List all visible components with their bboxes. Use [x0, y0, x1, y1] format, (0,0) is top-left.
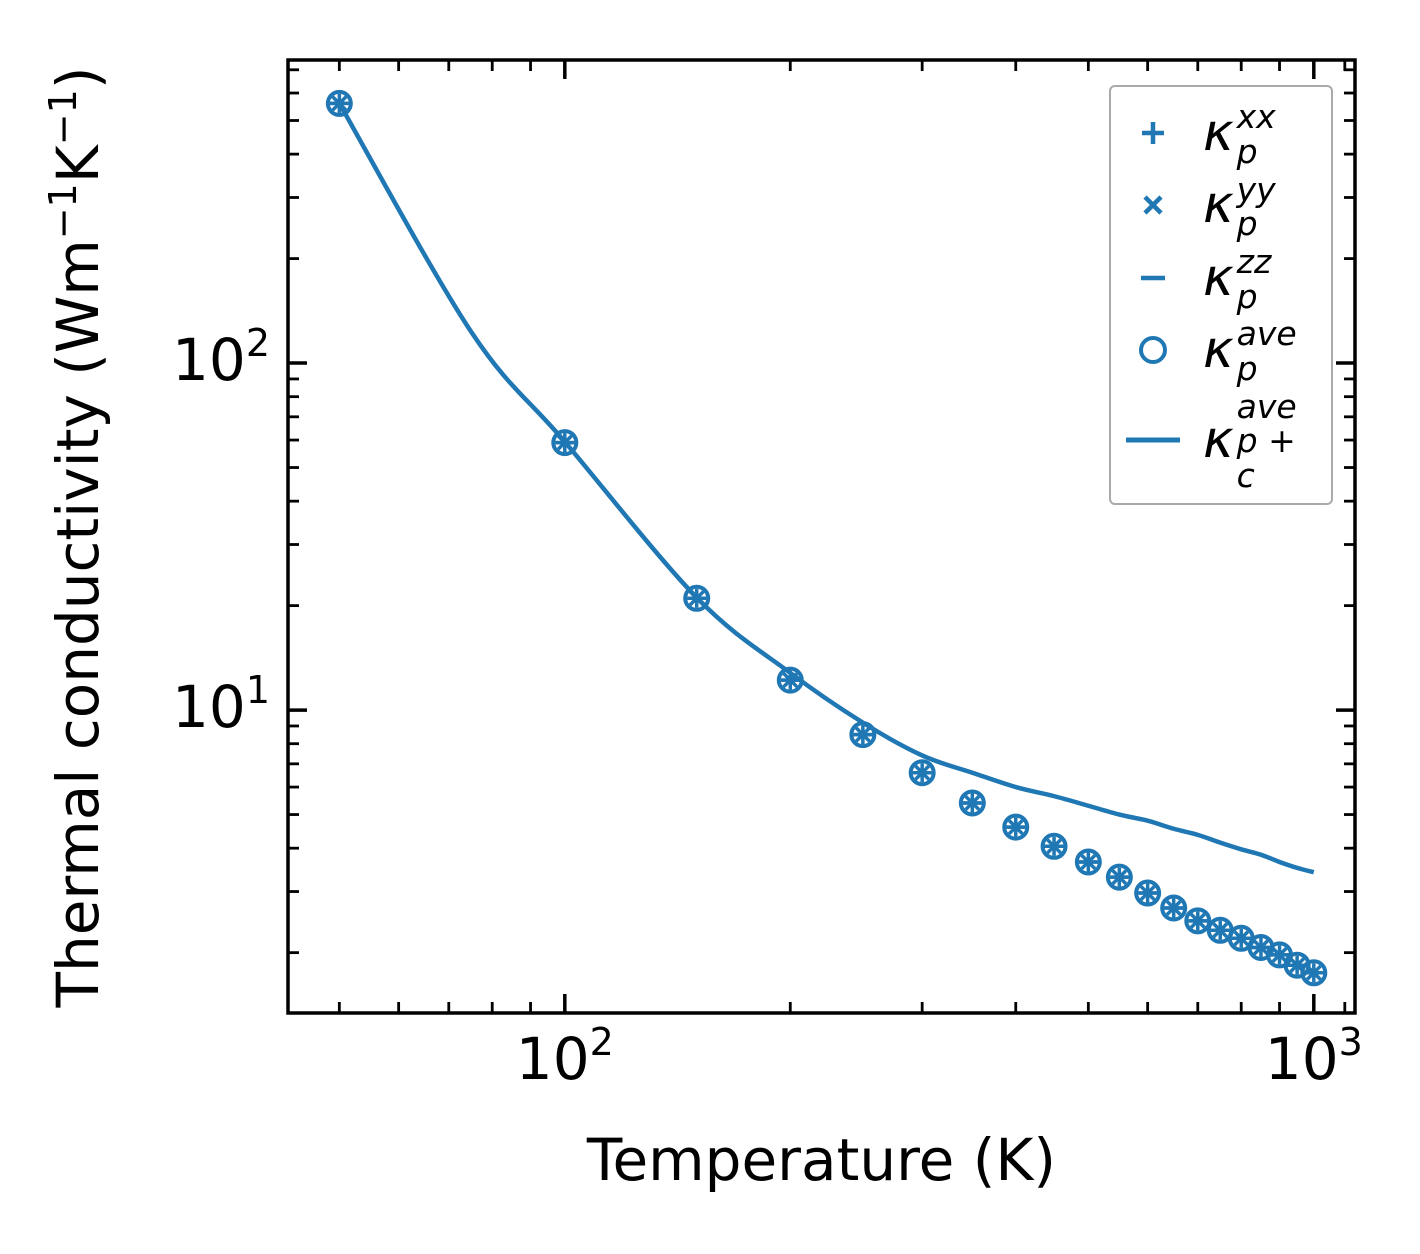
- data-point: [1184, 907, 1212, 935]
- x-marker-icon: [1143, 195, 1163, 215]
- data-point: [325, 89, 353, 117]
- kappa-symbol: κ: [1203, 103, 1234, 164]
- data-point: [908, 759, 936, 787]
- data-point: [1002, 813, 1030, 841]
- y-axis-title: Thermal conductivity (Wm−1K−1): [41, 66, 112, 1007]
- axis-ticks: [288, 60, 1355, 1013]
- legend-subscript: p: [1236, 204, 1258, 244]
- legend: κ xx p κ yy p κ zz p κ ave p κ ave p + c: [1109, 85, 1333, 505]
- legend-superscript: xx: [1236, 97, 1276, 137]
- legend-subscript: p + c: [1236, 421, 1296, 495]
- kappa-p-plus-c-line: [337, 102, 1315, 875]
- circle-marker-icon: [1139, 335, 1167, 364]
- data-point: [683, 584, 711, 612]
- legend-superscript: ave: [1236, 314, 1297, 354]
- legend-sup-sub: zz p: [1236, 242, 1272, 316]
- legend-sup-sub: yy p: [1236, 169, 1276, 244]
- kappa-symbol: κ: [1203, 247, 1234, 308]
- plus-marker-icon: [1142, 122, 1164, 145]
- y-tick-label: 101: [172, 667, 270, 742]
- data-point: [776, 666, 804, 694]
- data-point: [551, 429, 579, 457]
- ylabel-superscript: −1: [40, 88, 85, 145]
- legend-subscript: p: [1236, 276, 1258, 316]
- x-tick-label: 103: [1264, 1019, 1363, 1093]
- legend-subscript: p: [1236, 348, 1258, 388]
- data-point: [958, 789, 986, 817]
- legend-entry-ave-p+c: κ ave p + c: [1125, 386, 1323, 495]
- legend-entry-yy-p: κ yy p: [1125, 169, 1323, 244]
- data-point: [1300, 959, 1328, 987]
- data-point: [1227, 924, 1255, 952]
- kappa-symbol: κ: [1203, 409, 1234, 470]
- data-point: [849, 721, 877, 749]
- ylabel-text: Thermal conductivity (Wm: [44, 238, 112, 1007]
- legend-label: κ ave p: [1203, 315, 1297, 386]
- line-marker-icon: [1126, 437, 1180, 442]
- legend-entry-ave-p: κ ave p: [1125, 315, 1323, 386]
- legend-subscript: p: [1236, 132, 1258, 172]
- legend-entry-xx-p: κ xx p: [1125, 98, 1323, 169]
- ylabel-text: ): [44, 66, 112, 89]
- kappa-symbol: κ: [1203, 319, 1234, 380]
- legend-sup-sub: ave p: [1237, 317, 1297, 386]
- data-point-markers: [325, 89, 1328, 987]
- legend-superscript: yy: [1236, 169, 1276, 209]
- data-point: [1134, 879, 1162, 907]
- dash-marker-icon: [1141, 275, 1165, 280]
- plot-spines: [286, 58, 1357, 1015]
- legend-superscript: zz: [1236, 242, 1272, 282]
- x-tick-label: 102: [515, 1019, 614, 1093]
- legend-sup-sub: ave p + c: [1236, 386, 1323, 495]
- legend-label: κ zz p: [1203, 242, 1272, 316]
- data-point: [1074, 848, 1102, 876]
- data-point: [1247, 933, 1275, 961]
- data-point: [1105, 863, 1133, 891]
- ylabel-superscript: −1: [40, 182, 85, 239]
- ylabel-text: K: [44, 144, 112, 183]
- legend-label: κ ave p + c: [1203, 386, 1323, 495]
- y-tick-label: 102: [172, 320, 270, 395]
- legend-sup-sub: xx p: [1237, 100, 1276, 169]
- data-point: [1160, 894, 1188, 922]
- x-axis-title: Temperature (K): [586, 1126, 1057, 1194]
- data-point: [1040, 832, 1068, 860]
- legend-label: κ xx p: [1203, 98, 1276, 169]
- legend-entry-zz-p: κ zz p: [1125, 242, 1323, 316]
- legend-label: κ yy p: [1203, 169, 1276, 244]
- kappa-symbol: κ: [1203, 175, 1234, 236]
- legend-superscript: ave: [1236, 386, 1297, 426]
